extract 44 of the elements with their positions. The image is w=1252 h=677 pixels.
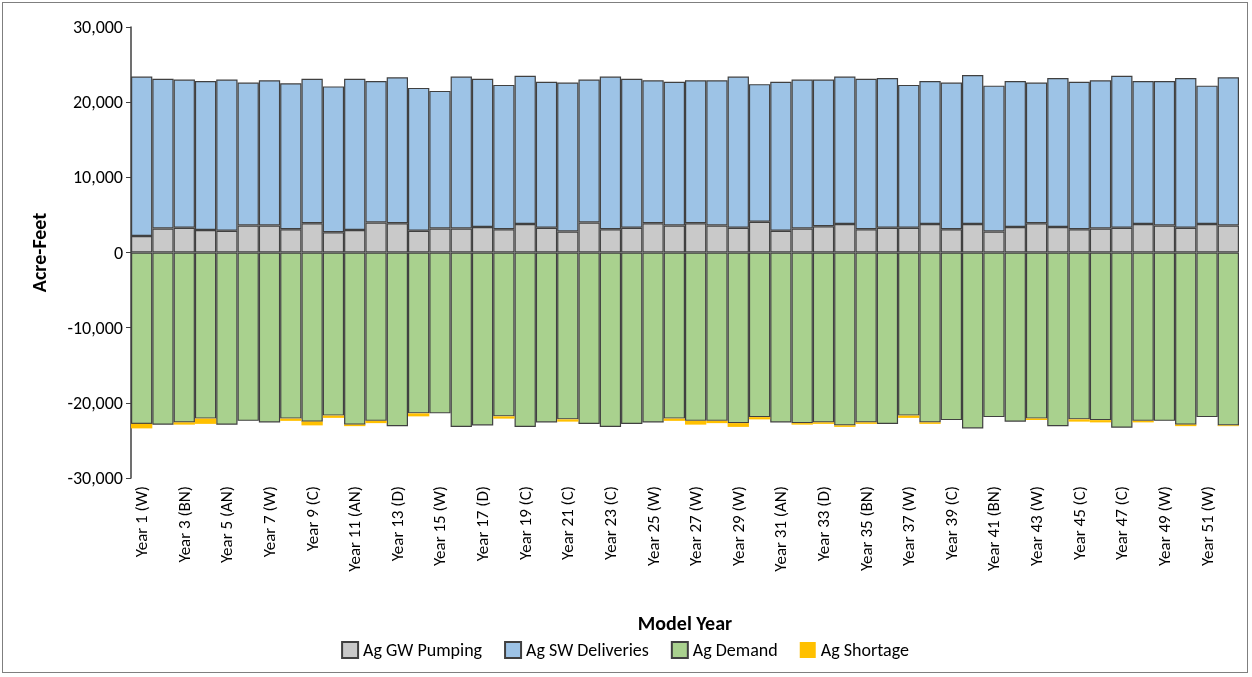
bar [557, 419, 579, 422]
x-tick-label: Year 49 (W) [1153, 486, 1175, 566]
x-tick-label: Year 1 (W) [131, 486, 153, 558]
x-tick-label: Year 5 (AN) [216, 486, 238, 564]
x-tick-label: Year 15 (W) [429, 486, 451, 566]
x-tick-label: Year 47 (C) [1111, 486, 1133, 560]
x-tick-label: Year 41 (BN) [983, 486, 1005, 572]
bar [727, 423, 749, 427]
x-tick-label: Year 37 (W) [898, 486, 920, 566]
legend-label: Ag SW Deliveries [526, 639, 649, 661]
x-tick-label: Year 39 (C) [940, 486, 962, 560]
x-tick-label: Year 33 (D) [813, 486, 834, 562]
legend-label: Ag Shortage [820, 639, 909, 661]
x-tick-label: Year 43 (W) [1026, 486, 1048, 566]
x-tick-label: Year 11 (AN) [344, 486, 366, 572]
x-tick-label: Year 21 (C) [557, 486, 579, 560]
x-tick-label: Year 51 (W) [1196, 486, 1218, 566]
x-tick-label: Year 7 (W) [259, 486, 280, 558]
x-tick-label: Year 17 (D) [472, 486, 494, 562]
x-tick-label: Year 3 (BN) [173, 486, 195, 563]
y-tick-label: 20,000 [72, 91, 123, 114]
x-tick-label: Year 9 (C) [301, 486, 323, 552]
x-tick-label: Year 19 (C) [514, 486, 536, 560]
x-tick-label: Year 45 (C) [1068, 486, 1090, 560]
bar [493, 416, 515, 419]
y-tick-label: 10,000 [72, 166, 123, 189]
legend-label: Ag Demand [692, 639, 778, 661]
y-axis-title: Acre-Feet [27, 212, 51, 293]
y-tick-label: 0 [113, 241, 123, 264]
y-tick-label: -30,000 [67, 467, 123, 489]
x-tick-label: Year 35 (BN) [855, 486, 877, 572]
y-tick-label: 30,000 [72, 16, 123, 38]
bar [408, 413, 430, 417]
x-tick-label: Year 31 (AN) [770, 486, 792, 572]
x-axis-title: Model Year [637, 611, 733, 635]
x-tick-label: Year 29 (W) [727, 486, 749, 566]
y-tick-label: -10,000 [67, 316, 123, 339]
x-tick-label: Year 23 (C) [599, 486, 621, 560]
y-tick-label: -20,000 [67, 391, 123, 414]
legend-label: Ag GW Pumping [363, 639, 483, 661]
bar [365, 420, 387, 424]
x-tick-label: Year 27 (W) [685, 486, 707, 566]
x-tick-label: Year 25 (W) [642, 486, 664, 566]
x-tick-label: Year 13 (D) [386, 486, 408, 562]
